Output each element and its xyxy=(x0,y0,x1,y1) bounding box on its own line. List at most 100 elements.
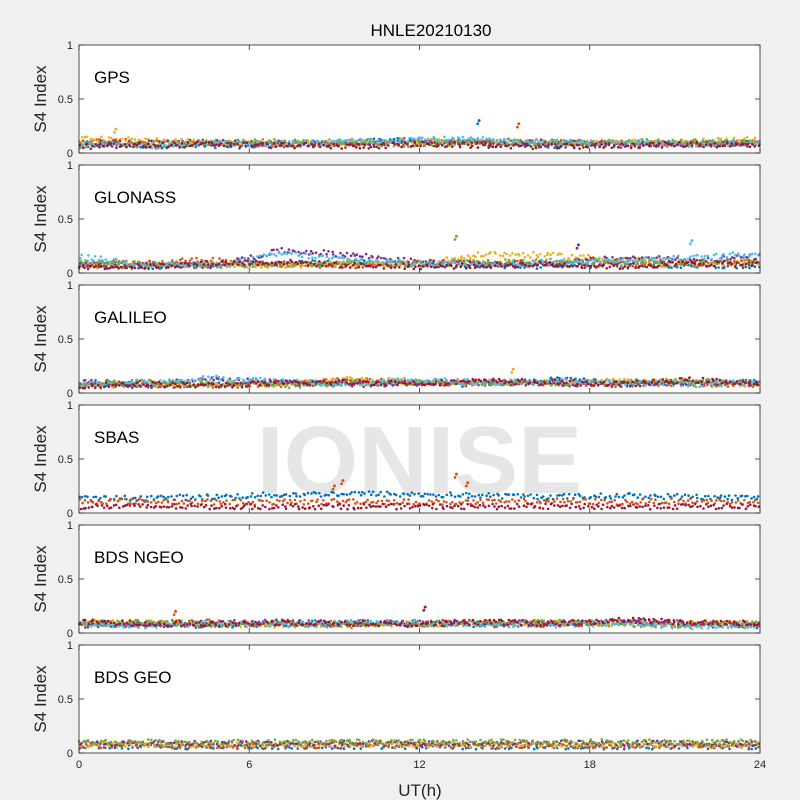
data-point xyxy=(521,251,525,255)
data-point xyxy=(671,261,674,264)
data-point xyxy=(193,265,197,269)
data-point xyxy=(392,144,396,148)
data-point xyxy=(536,263,539,267)
data-point xyxy=(618,267,622,271)
data-point xyxy=(563,139,566,143)
data-point xyxy=(691,261,694,265)
data-point xyxy=(355,257,358,261)
data-point xyxy=(754,257,757,261)
data-point xyxy=(125,145,128,149)
data-point xyxy=(135,378,138,382)
data-point xyxy=(455,264,458,267)
data-point xyxy=(363,143,367,147)
data-point xyxy=(290,252,294,255)
data-point xyxy=(254,265,257,269)
data-point xyxy=(133,263,136,267)
data-point xyxy=(347,138,351,142)
data-point xyxy=(476,136,480,140)
data-point xyxy=(559,259,562,262)
data-point xyxy=(364,252,368,256)
data-point xyxy=(159,144,162,148)
data-point xyxy=(341,140,344,143)
data-point xyxy=(125,266,128,270)
data-point xyxy=(166,139,169,142)
data-point xyxy=(741,266,745,270)
data-point xyxy=(593,146,597,149)
data-point xyxy=(743,137,746,140)
data-point xyxy=(654,259,657,263)
data-point xyxy=(287,265,291,268)
data-point xyxy=(457,142,460,146)
data-point xyxy=(610,141,614,144)
data-point xyxy=(456,136,460,139)
data-point xyxy=(86,259,89,263)
data-point xyxy=(283,144,287,147)
data-point xyxy=(146,137,150,141)
data-point xyxy=(640,261,643,264)
data-point xyxy=(472,263,476,267)
data-point xyxy=(704,143,708,146)
data-point xyxy=(626,266,630,270)
data-point xyxy=(202,263,205,266)
data-point xyxy=(577,143,581,147)
data-point xyxy=(702,137,705,141)
data-point xyxy=(568,265,571,268)
data-point xyxy=(243,265,246,269)
data-point xyxy=(130,386,134,390)
data-point xyxy=(643,258,647,262)
data-point xyxy=(80,253,83,257)
data-point xyxy=(179,262,183,265)
data-point xyxy=(629,146,633,149)
data-point xyxy=(150,139,153,143)
data-point xyxy=(279,261,283,264)
data-point xyxy=(364,377,367,381)
data-point xyxy=(358,255,362,258)
data-point xyxy=(265,254,268,257)
data-point xyxy=(391,384,395,387)
data-point xyxy=(469,256,472,260)
data-point xyxy=(367,137,371,141)
data-point xyxy=(172,144,176,147)
data-point xyxy=(296,262,300,266)
data-point xyxy=(654,266,657,269)
data-point xyxy=(243,263,246,267)
data-point xyxy=(558,146,561,150)
data-point xyxy=(83,383,86,386)
data-point xyxy=(486,140,490,144)
data-point xyxy=(733,256,736,260)
data-point xyxy=(402,256,406,260)
data-point xyxy=(641,138,644,141)
plot-area xyxy=(79,45,760,153)
data-point xyxy=(644,261,647,264)
data-point xyxy=(452,137,456,141)
data-point xyxy=(403,267,407,271)
data-point xyxy=(394,263,398,266)
data-point xyxy=(162,138,166,142)
data-point xyxy=(382,378,386,382)
data-point xyxy=(103,139,106,142)
data-point xyxy=(445,256,449,259)
data-point xyxy=(476,251,480,254)
data-point xyxy=(327,263,331,266)
data-point xyxy=(689,255,692,259)
data-point xyxy=(492,138,495,141)
data-point xyxy=(130,263,134,266)
data-point xyxy=(571,262,575,266)
data-point xyxy=(672,254,675,258)
data-point xyxy=(207,263,210,267)
data-point xyxy=(212,144,216,147)
data-point xyxy=(494,145,498,149)
data-point xyxy=(465,267,468,270)
data-point xyxy=(652,144,656,147)
data-point xyxy=(539,145,543,149)
data-point xyxy=(114,142,117,146)
data-point xyxy=(384,146,388,150)
data-point xyxy=(175,143,178,147)
data-point xyxy=(728,261,732,264)
data-point xyxy=(467,137,471,140)
data-point xyxy=(565,259,568,263)
data-point xyxy=(695,258,699,262)
data-point xyxy=(217,144,221,148)
data-point xyxy=(512,138,516,141)
data-point xyxy=(504,258,507,261)
